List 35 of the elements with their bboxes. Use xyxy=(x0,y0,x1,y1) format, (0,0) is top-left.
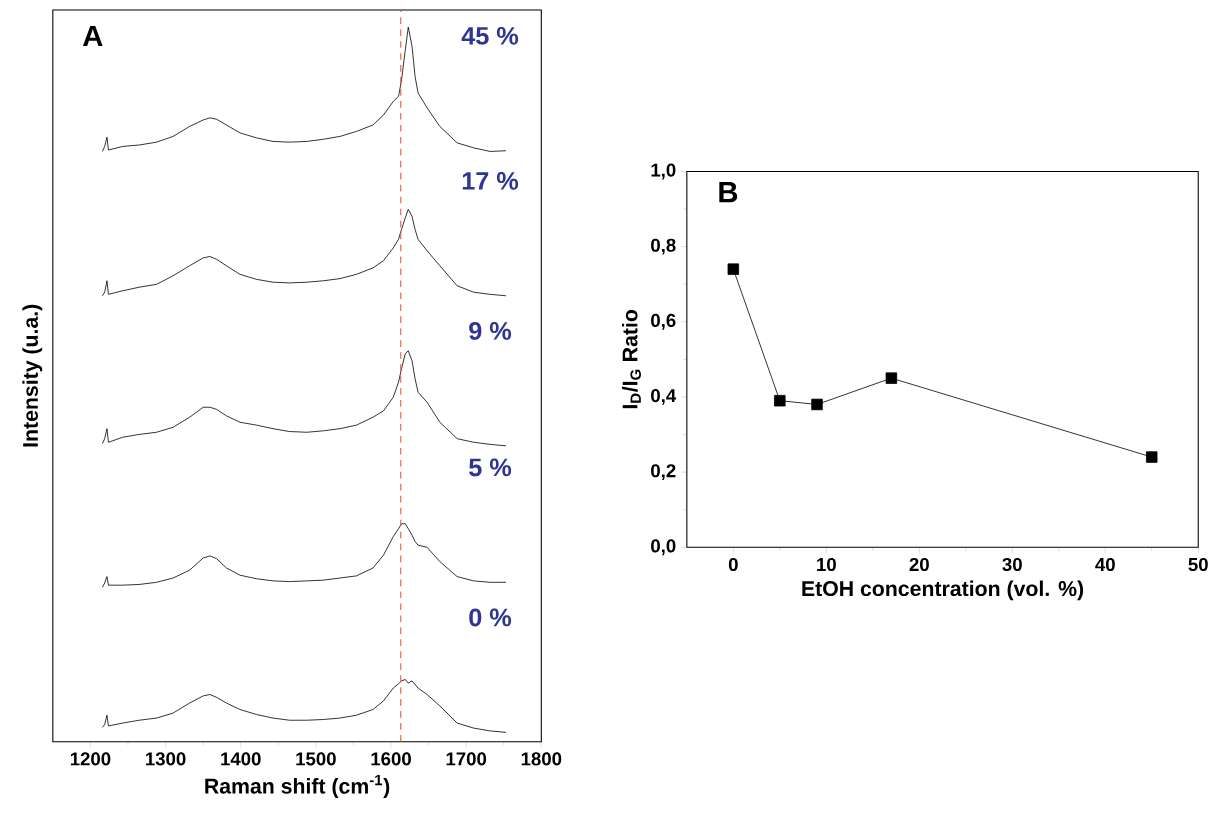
point xyxy=(885,372,898,384)
annotation: 5 % xyxy=(469,458,512,477)
x-axis-title: Raman shift (cm$^{-1}$) xyxy=(205,774,390,798)
x-tick-label: 0 xyxy=(728,557,738,571)
x-tick-label: 1600 xyxy=(371,752,411,766)
y-tick-label: 0,6 xyxy=(651,313,676,330)
y-axis-title: I$_{D}$/I$_{G}$ Ratio xyxy=(621,309,641,408)
x-tick-label: 1700 xyxy=(446,752,487,766)
annotation: A xyxy=(82,25,103,46)
point xyxy=(1146,451,1158,463)
x-tick-label: 40 xyxy=(1095,557,1115,571)
point xyxy=(811,398,823,410)
x-tick-label: 30 xyxy=(1002,557,1022,571)
annotation: 17 % xyxy=(462,171,519,190)
annotation: 0 % xyxy=(469,608,512,627)
y-tick-label: 1,0 xyxy=(651,163,676,180)
y-tick-label: 0,2 xyxy=(651,463,676,480)
y-tick-label: 0,4 xyxy=(651,388,677,405)
x-axis-title: EtOH concentration (vol. %) xyxy=(802,580,1084,601)
x-tick-label: 1300 xyxy=(146,752,186,766)
x-tick-label: 1500 xyxy=(296,752,336,766)
x-tick-label: 1800 xyxy=(521,752,562,766)
y-tick-label: 0,8 xyxy=(651,238,676,255)
x-tick-label: 1400 xyxy=(221,752,261,766)
annotation: 45 % xyxy=(461,26,519,45)
y-tick-label: 0,0 xyxy=(651,539,676,555)
x-tick-label: 50 xyxy=(1188,557,1208,571)
x-tick-label: 20 xyxy=(909,557,929,571)
annotation: B xyxy=(719,181,738,202)
point xyxy=(727,263,740,275)
y-axis-title: Intensity (u.a.) xyxy=(22,304,43,447)
x-tick-label: 10 xyxy=(817,557,836,571)
point xyxy=(774,394,786,407)
x-tick-label: 1200 xyxy=(70,752,111,766)
annotation: 9 % xyxy=(469,321,512,340)
